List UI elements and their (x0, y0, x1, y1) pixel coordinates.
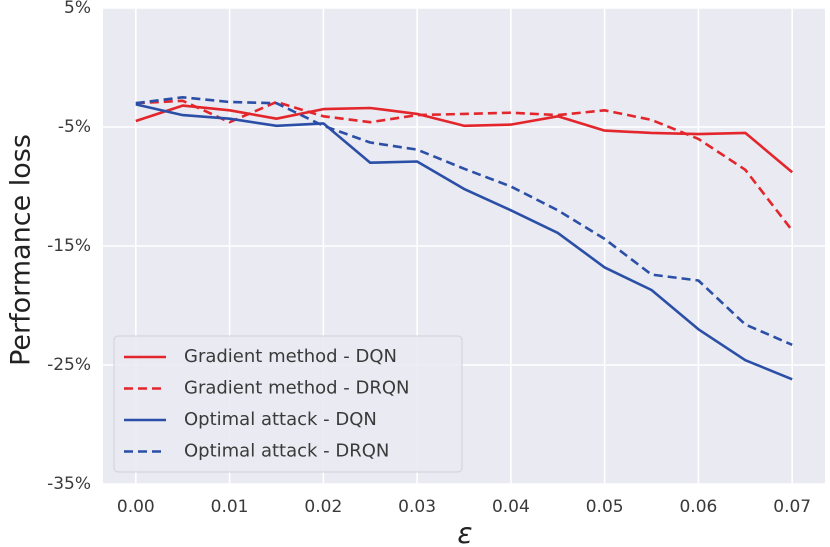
series-lines (135, 96, 794, 381)
x-tick-label: 0.06 (679, 497, 717, 517)
series-line-2 (135, 103, 793, 381)
y-tick-label: -25% (47, 355, 91, 375)
x-tick-label: 0.00 (117, 497, 155, 517)
legend-label: Optimal attack - DQN (184, 409, 377, 430)
series-line-3 (135, 96, 793, 346)
y-axis-label: Performance loss (6, 134, 37, 366)
y-tick-label: 5% (64, 0, 91, 18)
y-tick-label: -35% (47, 474, 91, 494)
x-tick-labels: 0.00 0.01 0.02 0.03 0.04 0.05 0.06 0.07 (117, 497, 811, 517)
legend-box (113, 335, 463, 473)
legend-label: Gradient method - DRQN (184, 378, 410, 399)
x-axis-label: ε (457, 517, 472, 547)
legend: Gradient method - DQN Gradient method - D… (113, 335, 463, 473)
x-tick-label: 0.05 (586, 497, 624, 517)
x-tick-label: 0.07 (773, 497, 811, 517)
x-tick-label: 0.03 (398, 497, 436, 517)
legend-label: Gradient method - DQN (184, 346, 397, 367)
series-line-1 (135, 99, 794, 232)
y-tick-label: -15% (47, 236, 91, 256)
x-tick-label: 0.01 (211, 497, 249, 517)
y-tick-labels: 5% -5% -15% -25% -35% (47, 0, 91, 494)
x-tick-label: 0.04 (492, 497, 530, 517)
x-tick-label: 0.02 (304, 497, 342, 517)
y-tick-label: -5% (58, 117, 91, 137)
legend-label: Optimal attack - DRQN (184, 441, 389, 462)
